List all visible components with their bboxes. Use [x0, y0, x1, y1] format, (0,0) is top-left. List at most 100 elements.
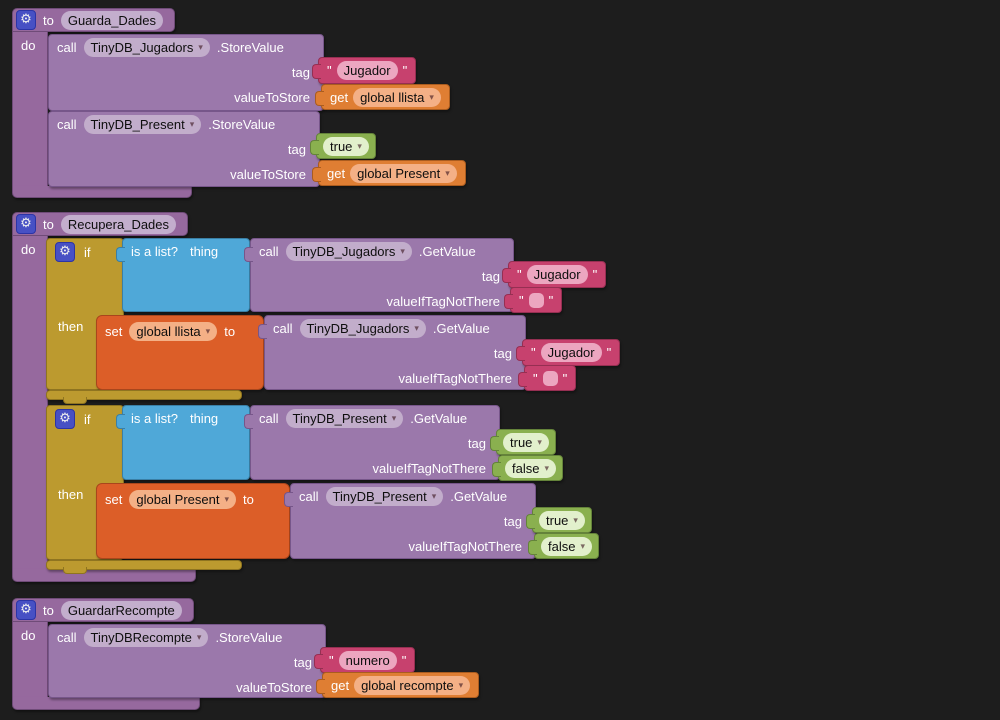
- gear-icon[interactable]: ⚙: [16, 214, 36, 234]
- is-a-list-block-2[interactable]: is a list? thing: [116, 405, 250, 480]
- gear-icon[interactable]: ⚙: [16, 600, 36, 620]
- connector-nub: [244, 414, 253, 429]
- logic-dropdown[interactable]: false ▾: [541, 536, 592, 556]
- param-label-tag: tag: [287, 142, 306, 157]
- call-block-tinydb-jugadors-getvalue-1[interactable]: call TinyDB_Jugadors ▾ .GetValue tag val…: [244, 238, 514, 312]
- procedure-foot-guarda-dades: [12, 186, 192, 198]
- dropdown-arrow-icon[interactable]: ▾: [198, 42, 203, 52]
- set-block-global-present[interactable]: set global Present ▾ to: [96, 483, 290, 559]
- procedure-block-guarda-dades[interactable]: ⚙ to Guarda_Dades: [12, 8, 176, 32]
- variable-name: global Present: [357, 165, 441, 181]
- call-block-tinydb-present-storevalue[interactable]: call TinyDB_Present ▾ .StoreValue tag va…: [48, 111, 320, 187]
- procedure-name-field[interactable]: Recupera_Dades: [60, 214, 177, 234]
- dropdown-arrow-icon[interactable]: ▾: [400, 246, 405, 256]
- logic-false-block[interactable]: false ▾: [528, 533, 599, 559]
- component-name: TinyDB_Present: [292, 411, 387, 426]
- text-block-numero[interactable]: " numero ": [314, 647, 416, 673]
- param-label-tag: tag: [291, 65, 310, 80]
- is-a-list-label: is a list?: [131, 244, 178, 259]
- logic-dropdown[interactable]: true ▾: [539, 510, 585, 530]
- logic-true-block[interactable]: true ▾: [526, 507, 592, 533]
- logic-false-block[interactable]: false ▾: [492, 455, 563, 481]
- to-keyword: to: [43, 602, 54, 618]
- variable-dropdown[interactable]: global llista ▾: [129, 321, 218, 341]
- text-field[interactable]: numero: [338, 650, 397, 670]
- connector-nub: [315, 91, 324, 106]
- call-block-tinydb-present-getvalue-2[interactable]: call TinyDB_Present ▾ .GetValue tag valu…: [284, 483, 536, 559]
- procedure-body-guarda-dades: do: [12, 32, 48, 187]
- call-block-tinydb-jugadors-storevalue[interactable]: call TinyDB_Jugadors ▾ .StoreValue tag v…: [48, 34, 324, 111]
- to-keyword: to: [43, 216, 54, 232]
- dropdown-arrow-icon[interactable]: ▾: [189, 119, 195, 129]
- variable-name: global Present: [136, 491, 220, 507]
- logic-true-block[interactable]: true ▾: [490, 429, 556, 455]
- dropdown-arrow-icon[interactable]: ▾: [205, 325, 211, 336]
- text-field[interactable]: Jugador: [526, 265, 588, 284]
- component-name: TinyDB_Present: [90, 117, 185, 132]
- dropdown-arrow-icon[interactable]: ▾: [573, 514, 578, 525]
- component-dropdown[interactable]: TinyDB_Jugadors ▾: [83, 38, 210, 57]
- empty-text-block[interactable]: " ": [518, 365, 577, 391]
- dropdown-arrow-icon[interactable]: ▾: [431, 491, 437, 501]
- text-block-jugador[interactable]: " Jugador ": [312, 57, 417, 84]
- variable-dropdown[interactable]: global recompte ▾: [354, 675, 471, 695]
- if-keyword: if: [84, 244, 91, 260]
- variable-dropdown[interactable]: global llista ▾: [353, 87, 441, 107]
- call-block-tinydbrecompte-storevalue[interactable]: call TinyDBRecompte ▾ .StoreValue tag va…: [48, 624, 326, 698]
- dropdown-arrow-icon[interactable]: ▾: [391, 413, 397, 423]
- get-block-global-present[interactable]: get global Present ▾: [312, 160, 466, 186]
- component-dropdown[interactable]: TinyDB_Present ▾: [325, 487, 444, 506]
- quote-mark: ": [533, 370, 538, 386]
- dropdown-arrow-icon[interactable]: ▾: [357, 140, 362, 151]
- dropdown-arrow-icon[interactable]: ▾: [414, 323, 419, 333]
- get-block-global-recompte[interactable]: get global recompte ▾: [316, 672, 480, 698]
- dropdown-arrow-icon[interactable]: ▾: [458, 679, 464, 690]
- component-dropdown[interactable]: TinyDB_Jugadors ▾: [299, 319, 426, 338]
- component-dropdown[interactable]: TinyDBRecompte ▾: [83, 628, 209, 647]
- connector-nub: [312, 167, 321, 182]
- procedure-name-field[interactable]: Guarda_Dades: [60, 10, 164, 30]
- dropdown-arrow-icon[interactable]: ▾: [224, 493, 229, 504]
- procedure-name-field[interactable]: GuardarRecompte: [60, 600, 182, 620]
- if-block-1[interactable]: ⚙ if then: [46, 238, 124, 390]
- logic-dropdown[interactable]: true ▾: [503, 432, 549, 452]
- logic-dropdown[interactable]: false ▾: [505, 458, 556, 478]
- variable-dropdown[interactable]: global Present ▾: [129, 489, 236, 509]
- dropdown-arrow-icon[interactable]: ▾: [544, 462, 549, 473]
- do-label: do: [21, 242, 36, 257]
- component-dropdown[interactable]: TinyDB_Jugadors ▾: [285, 242, 412, 261]
- to-keyword: to: [224, 323, 236, 339]
- text-block-jugador[interactable]: " Jugador ": [502, 261, 607, 288]
- quote-mark: ": [562, 370, 568, 386]
- component-dropdown[interactable]: TinyDB_Present ▾: [285, 409, 404, 428]
- gear-icon[interactable]: ⚙: [16, 10, 36, 30]
- empty-text-field[interactable]: [542, 370, 558, 386]
- gear-icon[interactable]: ⚙: [55, 242, 75, 262]
- gear-icon[interactable]: ⚙: [55, 409, 75, 429]
- logic-true-block[interactable]: true ▾: [310, 133, 376, 159]
- empty-text-field[interactable]: [528, 292, 544, 308]
- dropdown-arrow-icon[interactable]: ▾: [580, 540, 585, 551]
- component-dropdown[interactable]: TinyDB_Present ▾: [83, 115, 202, 134]
- call-block-tinydb-present-getvalue-1[interactable]: call TinyDB_Present ▾ .GetValue tag valu…: [244, 405, 500, 480]
- set-block-global-llista[interactable]: set global llista ▾ to: [96, 315, 264, 390]
- get-block-global-llista[interactable]: get global llista ▾: [315, 84, 450, 110]
- component-name: TinyDB_Jugadors: [306, 321, 410, 336]
- call-keyword: call: [57, 40, 77, 55]
- procedure-block-guardar-recompte[interactable]: ⚙ to GuardarRecompte: [12, 598, 194, 622]
- logic-dropdown[interactable]: true ▾: [323, 136, 369, 156]
- variable-dropdown[interactable]: global Present ▾: [350, 163, 457, 183]
- procedure-block-recupera-dades[interactable]: ⚙ to Recupera_Dades: [12, 212, 189, 236]
- text-block-jugador[interactable]: " Jugador ": [516, 339, 621, 366]
- dropdown-arrow-icon[interactable]: ▾: [537, 436, 542, 447]
- dropdown-arrow-icon[interactable]: ▾: [429, 91, 434, 102]
- is-a-list-block-1[interactable]: is a list? thing: [116, 238, 250, 312]
- call-block-tinydb-jugadors-getvalue-2[interactable]: call TinyDB_Jugadors ▾ .GetValue tag val…: [258, 315, 526, 390]
- text-field[interactable]: Jugador: [336, 61, 398, 80]
- empty-text-block[interactable]: " ": [504, 287, 563, 313]
- text-field[interactable]: Jugador: [540, 343, 602, 362]
- dropdown-arrow-icon[interactable]: ▾: [196, 632, 202, 642]
- dropdown-arrow-icon[interactable]: ▾: [445, 167, 450, 178]
- method-label: .StoreValue: [215, 630, 283, 645]
